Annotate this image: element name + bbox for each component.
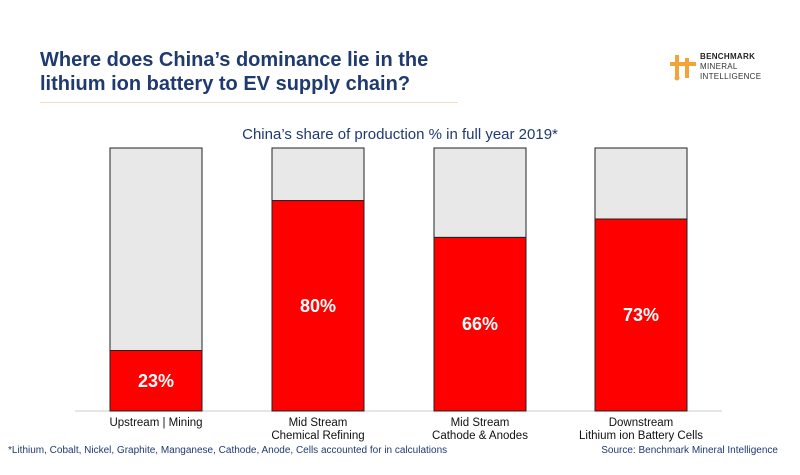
logo-line-1: BENCHMARK xyxy=(700,52,756,61)
category-label-4-line-1: Downstream xyxy=(609,417,674,429)
bar-remainder-3 xyxy=(433,147,527,238)
benchmark-logo-mark-icon xyxy=(670,55,696,81)
bar-share-3 xyxy=(433,236,527,412)
logo-line-2: MINERAL xyxy=(700,62,738,71)
chart-title: China’s share of production % in full ye… xyxy=(242,126,558,143)
category-label-1-line-1: Upstream | Mining xyxy=(109,417,202,429)
title-divider xyxy=(40,102,458,103)
benchmark-logo: BENCHMARK MINERAL INTELLIGENCE xyxy=(668,46,778,90)
bar-share-4 xyxy=(594,218,688,412)
bar-share-2 xyxy=(271,200,365,412)
category-label-3-line-1: Mid Stream xyxy=(451,417,510,429)
data-label-1: 23% xyxy=(138,371,174,391)
bar-remainder-1 xyxy=(109,147,203,352)
category-label-4-line-2: Lithium ion Battery Cells xyxy=(579,430,703,442)
data-label-3: 66% xyxy=(462,314,498,334)
bar-remainder-2 xyxy=(271,147,365,202)
category-label-3-line-2: Cathode & Anodes xyxy=(432,430,528,442)
data-label-4: 73% xyxy=(623,305,659,325)
logo-line-3: INTELLIGENCE xyxy=(700,72,762,81)
bar-remainder-4 xyxy=(594,147,688,220)
source-note: Source: Benchmark Mineral Intelligence xyxy=(601,445,778,456)
footnote: *Lithium, Cobalt, Nickel, Graphite, Mang… xyxy=(8,445,448,456)
bar-share-1 xyxy=(109,350,203,412)
page-title: Where does China’s dominance lie in the … xyxy=(40,49,429,95)
data-label-2: 80% xyxy=(300,296,336,316)
logo-text: BENCHMARK MINERAL INTELLIGENCE xyxy=(700,52,761,82)
category-label-2-line-2: Chemical Refining xyxy=(271,430,364,442)
category-label-2-line-1: Mid Stream xyxy=(289,417,348,429)
